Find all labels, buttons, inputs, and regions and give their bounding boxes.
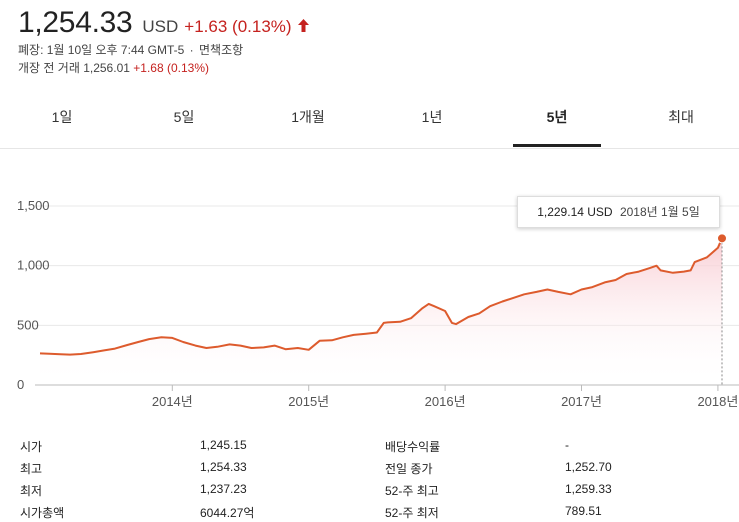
stat-52w-high-label: 52-주 최고 (385, 484, 439, 498)
stat-52w-high-value: 1,259.33 (565, 482, 612, 496)
y-tick-label: 0 (17, 377, 24, 392)
tab-1-month[interactable]: 1개월 (291, 109, 325, 125)
premarket-label: 개장 전 거래 1,256.01 (18, 61, 130, 75)
stats-table: 시가 1,245.15 최고 1,254.33 최저 1,237.23 시가총액… (0, 430, 739, 522)
y-tick-label: 1,500 (17, 198, 50, 213)
range-tabs: 1일 5일 1개월 1년 5년 최대 (0, 96, 739, 149)
price-change: +1.63 (0.13%) (184, 17, 292, 36)
price-line (39, 237, 723, 356)
quote-header: 1,254.33 USD +1.63 (0.13%) 폐장: 1월 10일 오후… (18, 6, 733, 76)
status-line: 폐장: 1월 10일 오후 7:44 GMT-5 · 면책조항 (18, 41, 733, 58)
stat-prev-close-value: 1,252.70 (565, 460, 612, 474)
stat-market-cap-value: 6044.27억 (200, 506, 255, 520)
disclaimer-link[interactable]: 면책조항 (198, 43, 244, 57)
tab-5-years[interactable]: 5년 (513, 96, 601, 147)
x-tick-label: 2016년 (425, 394, 466, 409)
x-tick-label: 2018년 (697, 394, 738, 409)
y-tick-label: 1,000 (17, 258, 50, 273)
x-tick-label: 2017년 (561, 394, 602, 409)
stat-open-label: 시가 (20, 440, 43, 454)
stat-low-label: 최저 (20, 484, 43, 498)
stock-price: 1,254.33 (18, 6, 133, 39)
chart-tooltip: 1,229.14 USD 2018년 1월 5일 (517, 196, 720, 228)
x-tick-label: 2014년 (152, 394, 193, 409)
stat-52w-low-label: 52-주 최저 (385, 506, 439, 520)
premarket-change: +1.68 (0.13%) (133, 61, 209, 75)
currency-label: USD (142, 17, 179, 36)
tab-5-days[interactable]: 5일 (173, 109, 195, 125)
tab-1-day[interactable]: 1일 (51, 109, 73, 125)
price-row: 1,254.33 USD +1.63 (0.13%) (18, 6, 733, 40)
premarket-line: 개장 전 거래 1,256.01 +1.68 (0.13%) (18, 59, 733, 76)
separator: · (189, 43, 194, 57)
stat-52w-low-value: 789.51 (565, 504, 602, 518)
arrow-up-icon (297, 19, 309, 32)
tab-1-year[interactable]: 1년 (421, 109, 443, 125)
x-tick-label: 2015년 (288, 394, 329, 409)
tab-max[interactable]: 최대 (668, 109, 694, 125)
tooltip-value: 1,229.14 USD (537, 205, 613, 219)
stat-market-cap-label: 시가총액 (20, 506, 65, 520)
stat-high-label: 최고 (20, 462, 43, 476)
price-area-fill (40, 238, 722, 385)
price-chart[interactable]: 1,500 1,000 500 0 2014년 2015년 2016년 2017년 2018년 (0, 150, 739, 425)
stat-prev-close-label: 전일 종가 (385, 462, 433, 476)
y-tick-label: 500 (17, 317, 39, 332)
stat-open-value: 1,245.15 (200, 438, 247, 452)
stat-high-value: 1,254.33 (200, 460, 247, 474)
stat-dividend-value: - (565, 438, 569, 452)
hover-point (717, 233, 727, 244)
market-status: 폐장: 1월 10일 오후 7:44 GMT-5 (18, 43, 185, 57)
stat-low-value: 1,237.23 (200, 482, 247, 496)
tooltip-date: 2018년 1월 5일 (619, 205, 700, 219)
stat-dividend-label: 배당수익률 (385, 440, 441, 454)
